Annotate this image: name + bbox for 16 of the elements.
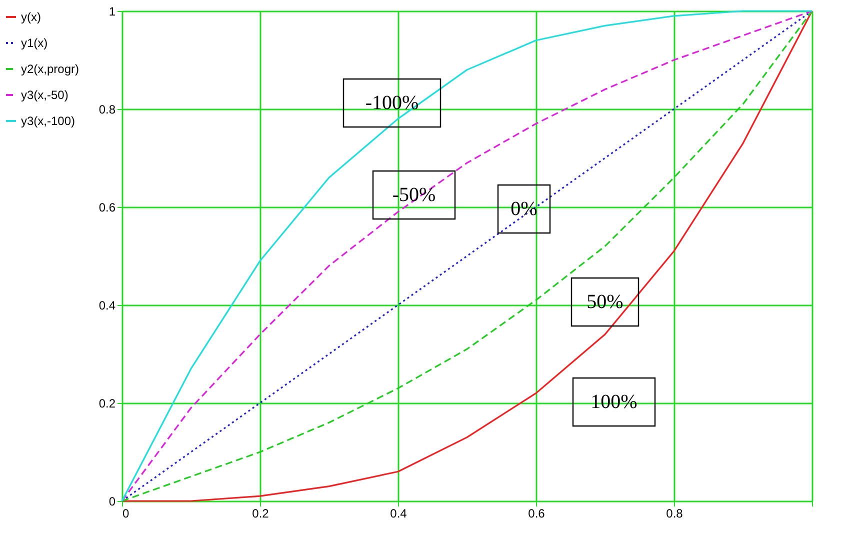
legend-label: y3(x,-100): [21, 114, 76, 128]
legend-label: y3(x,-50): [21, 88, 68, 102]
legend-label: y2(x,progr): [21, 62, 80, 76]
y-tick-label: 1: [108, 4, 116, 18]
y-tick-label: 0.4: [98, 298, 116, 312]
y-tick-label: 0.2: [98, 396, 116, 410]
x-tick-label: 0: [122, 506, 130, 520]
y-tick-label: 0.6: [98, 200, 116, 214]
y-tick-label: 0: [108, 494, 116, 508]
x-tick-label: 0.2: [252, 506, 270, 520]
y-tick-label: 0.8: [98, 102, 116, 116]
legend-label: y(x): [21, 10, 41, 24]
legend-label: y1(x): [21, 36, 48, 50]
x-tick-label: 0.6: [528, 506, 546, 520]
x-tick-label: 0.8: [666, 506, 684, 520]
x-tick-label: 0.4: [390, 506, 408, 520]
